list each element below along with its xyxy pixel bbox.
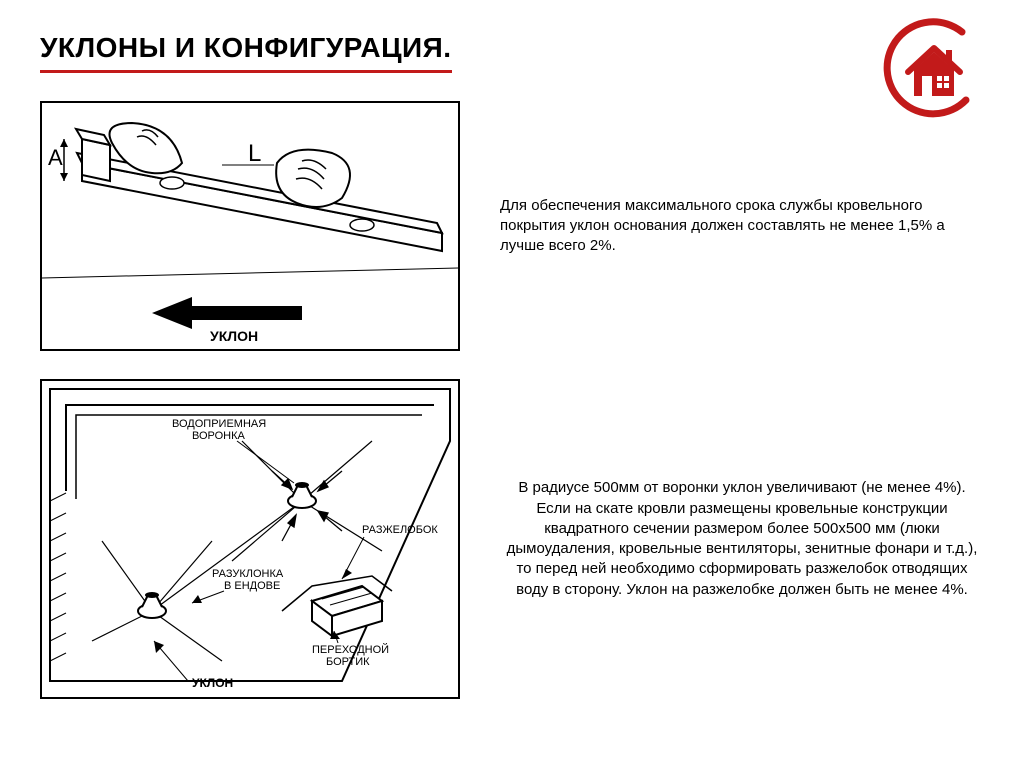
figure-valley-diagram: ВОДОПРИЕМНАЯ ВОРОНКА РАЗЖЕЛОБОК РАЗУКЛОН… — [40, 379, 460, 699]
section-2-text: В радиусе 500мм от воронки уклон увеличи… — [500, 478, 984, 600]
content-area: A L — [40, 101, 984, 699]
label-slope-2: УКЛОН — [192, 676, 233, 690]
page-title: УКЛОНЫ И КОНФИГУРАЦИЯ. — [40, 32, 452, 73]
label-A: A — [48, 145, 63, 170]
label-slope-1: УКЛОН — [210, 328, 258, 344]
brand-logo — [874, 14, 984, 124]
figure-slope-measurement: A L — [40, 101, 460, 351]
section-1: A L — [40, 101, 984, 351]
label-valley: РАЗЖЕЛОБОК — [362, 524, 438, 536]
label-valley-slope: РАЗУКЛОНКА В ЕНДОВЕ — [212, 568, 286, 592]
section-1-text: Для обеспечения максимального срока служ… — [500, 196, 984, 257]
section-2: ВОДОПРИЕМНАЯ ВОРОНКА РАЗЖЕЛОБОК РАЗУКЛОН… — [40, 379, 984, 699]
label-L: L — [248, 140, 261, 167]
